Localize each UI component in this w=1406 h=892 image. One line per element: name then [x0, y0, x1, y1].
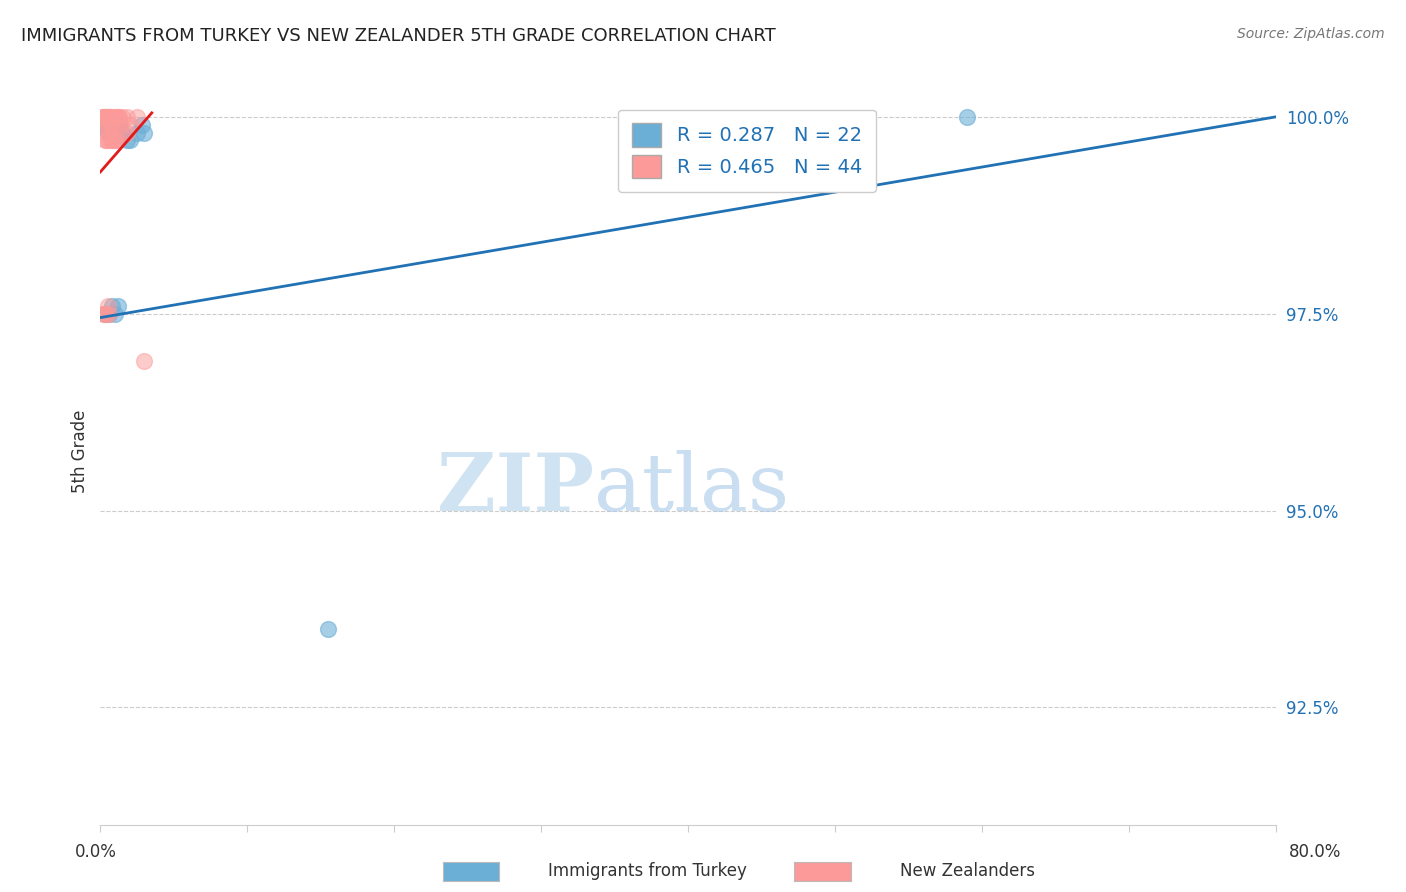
- Point: [101, 118, 124, 132]
- Point: [107, 110, 129, 124]
- Point: [91, 110, 114, 124]
- Point: [96, 110, 118, 124]
- Point: [94, 307, 117, 321]
- Point: [115, 126, 138, 140]
- Point: [104, 110, 127, 124]
- Text: 0.0%: 0.0%: [75, 843, 117, 861]
- Point: [100, 133, 122, 147]
- Point: [115, 133, 138, 147]
- Point: [98, 307, 121, 321]
- Point: [90, 118, 112, 132]
- Point: [98, 307, 121, 321]
- Point: [96, 307, 118, 321]
- Point: [97, 118, 120, 132]
- Point: [104, 133, 127, 147]
- Text: Immigrants from Turkey: Immigrants from Turkey: [548, 862, 747, 880]
- Text: Source: ZipAtlas.com: Source: ZipAtlas.com: [1237, 27, 1385, 41]
- Point: [101, 110, 124, 124]
- Point: [97, 110, 120, 124]
- Point: [131, 118, 153, 132]
- Point: [110, 126, 132, 140]
- Point: [97, 299, 120, 313]
- Point: [100, 110, 122, 124]
- Point: [316, 622, 339, 636]
- Point: [94, 307, 117, 321]
- Point: [107, 126, 129, 140]
- Point: [103, 118, 125, 132]
- Point: [94, 118, 117, 132]
- Point: [97, 133, 120, 147]
- Point: [107, 299, 129, 313]
- Point: [94, 133, 117, 147]
- Point: [118, 118, 141, 132]
- Point: [104, 118, 127, 132]
- Point: [90, 110, 112, 124]
- Point: [108, 118, 131, 132]
- Point: [91, 118, 114, 132]
- Point: [110, 126, 132, 140]
- Point: [127, 110, 149, 124]
- Point: [98, 110, 121, 124]
- Y-axis label: 5th Grade: 5th Grade: [72, 409, 89, 493]
- Point: [98, 126, 121, 140]
- Point: [134, 354, 156, 368]
- Point: [91, 118, 114, 132]
- Point: [107, 133, 129, 147]
- Point: [96, 110, 118, 124]
- Point: [101, 126, 124, 140]
- Text: 80.0%: 80.0%: [1288, 843, 1341, 861]
- Point: [108, 126, 131, 140]
- Point: [127, 126, 149, 140]
- Point: [97, 126, 120, 140]
- Point: [105, 110, 128, 124]
- Text: IMMIGRANTS FROM TURKEY VS NEW ZEALANDER 5TH GRADE CORRELATION CHART: IMMIGRANTS FROM TURKEY VS NEW ZEALANDER …: [21, 27, 776, 45]
- Point: [956, 110, 979, 124]
- Point: [118, 133, 141, 147]
- Point: [111, 110, 134, 124]
- Point: [115, 110, 138, 124]
- Point: [103, 133, 125, 147]
- Point: [96, 133, 118, 147]
- Point: [110, 118, 132, 132]
- Point: [100, 118, 122, 132]
- Point: [94, 110, 117, 124]
- Point: [91, 110, 114, 124]
- Point: [108, 110, 131, 124]
- Point: [134, 126, 156, 140]
- Text: atlas: atlas: [595, 450, 789, 528]
- Point: [104, 307, 127, 321]
- Point: [94, 110, 117, 124]
- Point: [98, 110, 121, 124]
- Point: [101, 299, 124, 313]
- Point: [111, 126, 134, 140]
- Point: [101, 133, 124, 147]
- Legend: R = 0.287   N = 22, R = 0.465   N = 44: R = 0.287 N = 22, R = 0.465 N = 44: [619, 110, 876, 192]
- Text: New Zealanders: New Zealanders: [900, 862, 1035, 880]
- Text: ZIP: ZIP: [437, 450, 595, 528]
- Point: [91, 307, 114, 321]
